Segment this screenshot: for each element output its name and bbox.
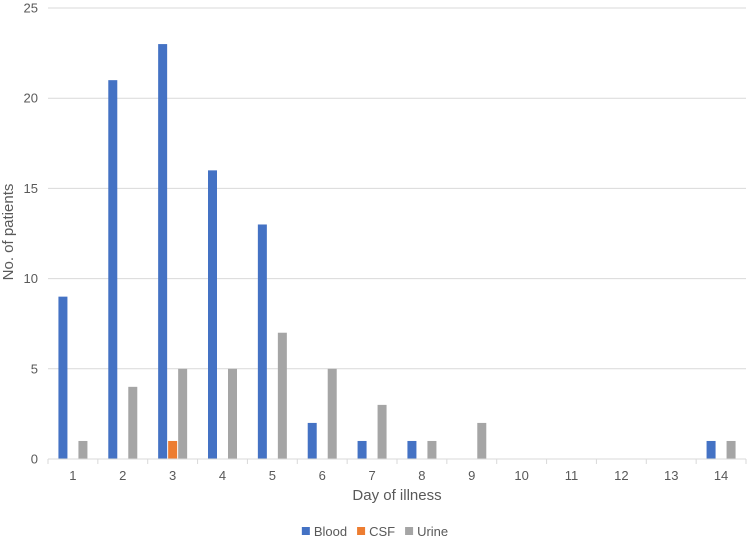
bar-urine-day-4 bbox=[228, 368, 237, 459]
x-tick-label: 9 bbox=[468, 468, 475, 483]
bar-blood-day-7 bbox=[357, 440, 367, 459]
y-tick-label: 25 bbox=[24, 1, 38, 16]
x-tick-label: 12 bbox=[614, 468, 628, 483]
bar-urine-day-6 bbox=[327, 368, 337, 459]
x-tick-label: 14 bbox=[714, 468, 728, 483]
bars bbox=[58, 44, 736, 460]
y-tick-label: 5 bbox=[31, 361, 38, 376]
bar-urine-day-1 bbox=[78, 440, 88, 459]
bar-blood-day-5 bbox=[257, 224, 267, 459]
x-tick-label: 2 bbox=[119, 468, 126, 483]
y-tick-label: 20 bbox=[24, 91, 38, 106]
legend-swatch-csf bbox=[357, 527, 366, 535]
x-tick-label: 10 bbox=[514, 468, 528, 483]
bar-blood-day-4 bbox=[208, 170, 217, 460]
bar-blood-day-2 bbox=[108, 80, 118, 459]
bar-urine-day-14 bbox=[726, 440, 736, 459]
legend: Blood CSF Urine bbox=[301, 524, 448, 539]
x-tick-label: 3 bbox=[169, 468, 176, 483]
y-axis-title: No. of patients bbox=[0, 184, 17, 281]
x-axis-title: Day of illness bbox=[352, 487, 441, 504]
bar-urine-day-2 bbox=[128, 386, 138, 459]
x-tick-label: 5 bbox=[269, 468, 276, 483]
bar-csf-day-3 bbox=[168, 440, 178, 459]
x-tick-label: 11 bbox=[565, 468, 579, 483]
y-tick-label: 0 bbox=[31, 452, 38, 467]
bar-urine-day-9 bbox=[477, 422, 487, 459]
y-tick-label: 15 bbox=[24, 181, 38, 196]
bar-blood-day-8 bbox=[407, 440, 417, 459]
bar-urine-day-3 bbox=[178, 368, 188, 459]
legend-label-blood: Blood bbox=[314, 524, 347, 539]
x-tick-label: 8 bbox=[418, 468, 425, 483]
legend-label-urine: Urine bbox=[417, 524, 448, 539]
y-tick-label: 10 bbox=[24, 271, 38, 286]
bar-blood-day-3 bbox=[158, 44, 168, 460]
bar-urine-day-7 bbox=[377, 404, 387, 459]
legend-label-csf: CSF bbox=[369, 524, 395, 539]
x-tick-label: 13 bbox=[664, 468, 678, 483]
legend-swatch-blood bbox=[301, 527, 310, 535]
bar-blood-day-14 bbox=[706, 440, 716, 459]
gridlines bbox=[48, 7, 746, 370]
bar-blood-day-1 bbox=[58, 296, 68, 459]
bar-urine-day-5 bbox=[277, 332, 287, 459]
x-tick-label: 6 bbox=[319, 468, 326, 483]
x-tick-label: 4 bbox=[219, 468, 226, 483]
bar-urine-day-8 bbox=[427, 440, 437, 459]
x-tick-label: 7 bbox=[368, 468, 375, 483]
bar-blood-day-6 bbox=[307, 422, 317, 459]
legend-swatch-urine bbox=[405, 527, 414, 535]
x-tick-label: 1 bbox=[69, 468, 76, 483]
